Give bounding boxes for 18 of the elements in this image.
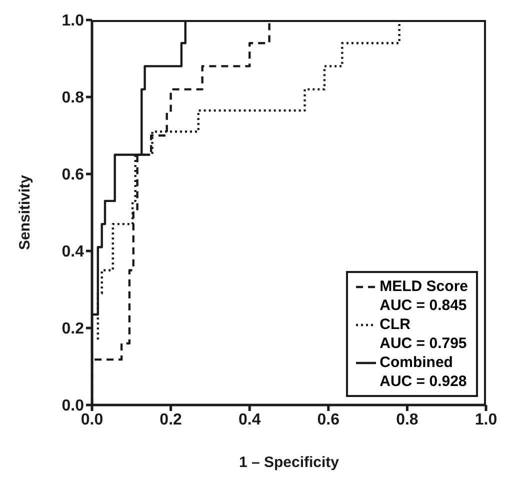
x-tick-label: 1.0 — [474, 411, 498, 428]
legend-label: Combined — [380, 353, 454, 372]
legend-label: MELD Score — [380, 277, 468, 296]
y-tick-label: 0.2 — [62, 320, 84, 338]
x-tick-label: 0.2 — [160, 411, 182, 428]
annotation: AUC = 0.845 — [380, 296, 468, 315]
x-axis-title: 1 – Specificity — [238, 454, 340, 471]
x-tick-label: 0.6 — [317, 411, 340, 428]
y-axis-title: Sensitivity — [16, 174, 34, 250]
legend-label: CLR — [380, 315, 412, 334]
annotation: AUC = 0.795 — [380, 334, 467, 353]
x-tick-label: 0.8 — [396, 411, 418, 428]
y-tick-label: 0.4 — [62, 244, 84, 261]
y-tick-label: 0.6 — [62, 166, 84, 184]
y-tick-label: 0.8 — [62, 90, 84, 107]
x-tick-label: 0.4 — [238, 411, 261, 428]
annotation: AUC = 0.928 — [380, 372, 467, 391]
y-tick-label: 1.0 — [62, 12, 84, 30]
